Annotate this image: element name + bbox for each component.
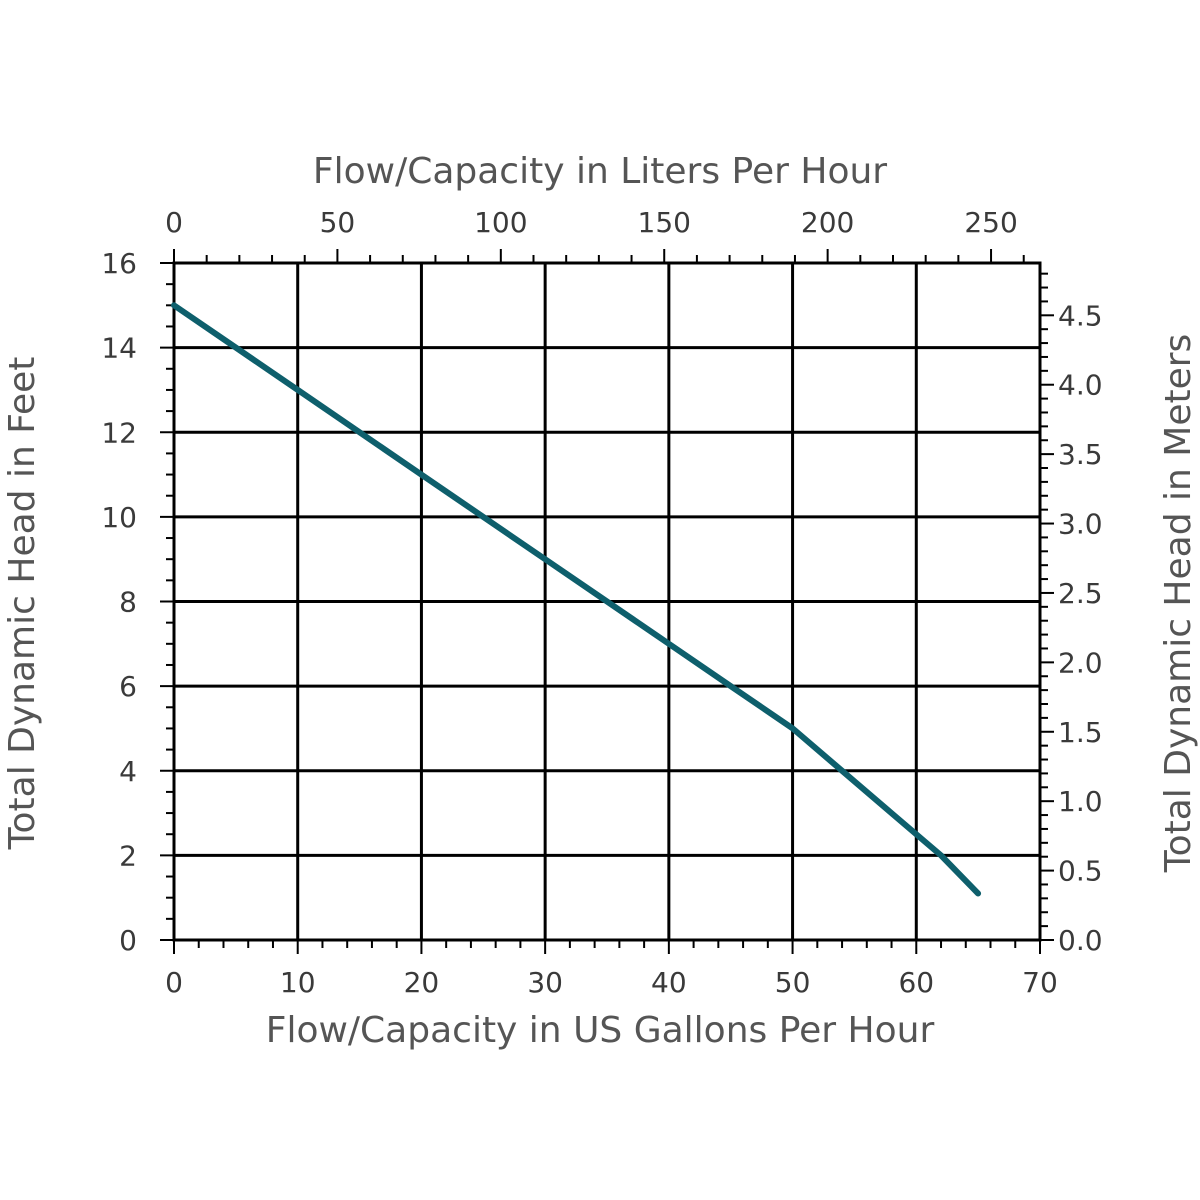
y-tick-label: 14	[101, 332, 137, 365]
y-tick-label: 10	[101, 501, 137, 534]
y-tick-label: 4	[119, 755, 137, 788]
y-tick-label: 6	[119, 670, 137, 703]
series-layer	[171, 302, 982, 897]
x-tick-label: 70	[1022, 966, 1058, 999]
x-tick-label: 0	[165, 966, 183, 999]
y2-tick-label: 1.5	[1058, 716, 1103, 749]
performance-curve	[171, 302, 982, 897]
x-tick-label: 60	[898, 966, 934, 999]
x2-tick-label: 150	[638, 206, 691, 239]
x-tick-label: 10	[280, 966, 316, 999]
x2-tick-label: 250	[964, 206, 1017, 239]
y2-tick-label: 1.0	[1058, 785, 1103, 818]
y-tick-label: 0	[119, 924, 137, 957]
x2-tick-label: 50	[320, 206, 356, 239]
x2-tick-label: 200	[801, 206, 854, 239]
y-tick-label: 12	[101, 416, 137, 449]
y2-tick-label: 4.0	[1058, 369, 1103, 402]
y-tick-label: 16	[101, 247, 137, 280]
top-axis-title: Flow/Capacity in Liters Per Hour	[313, 151, 887, 192]
tick-labels: 0 10 20 30 40 50 60 70 0 2 4 6 8 10 12 14 16 0 50 100 150 200…	[101, 206, 1102, 999]
x-tick-label: 30	[527, 966, 563, 999]
x-tick-label: 20	[404, 966, 440, 999]
y2-tick-label: 3.5	[1058, 438, 1103, 471]
bottom-axis-title: Flow/Capacity in US Gallons Per Hour	[266, 1010, 935, 1051]
y-tick-label: 2	[119, 839, 137, 872]
y2-tick-label: 4.5	[1058, 299, 1103, 332]
right-axis-title: Total Dynamic Head in Meters	[1158, 334, 1199, 874]
grid	[172, 261, 1042, 942]
left-axis-title: Total Dynamic Head in Feet	[2, 357, 43, 851]
y-tick-label: 8	[119, 586, 137, 619]
x-tick-label: 40	[651, 966, 687, 999]
x2-tick-label: 0	[165, 206, 183, 239]
x2-tick-label: 100	[474, 206, 527, 239]
y2-tick-label: 2.0	[1058, 646, 1103, 679]
y2-tick-label: 0.0	[1058, 924, 1103, 957]
x-tick-label: 50	[775, 966, 811, 999]
y2-tick-label: 0.5	[1058, 855, 1103, 888]
axis-ticks	[160, 249, 1054, 954]
y2-tick-label: 3.0	[1058, 508, 1103, 541]
y2-tick-label: 2.5	[1058, 577, 1103, 610]
